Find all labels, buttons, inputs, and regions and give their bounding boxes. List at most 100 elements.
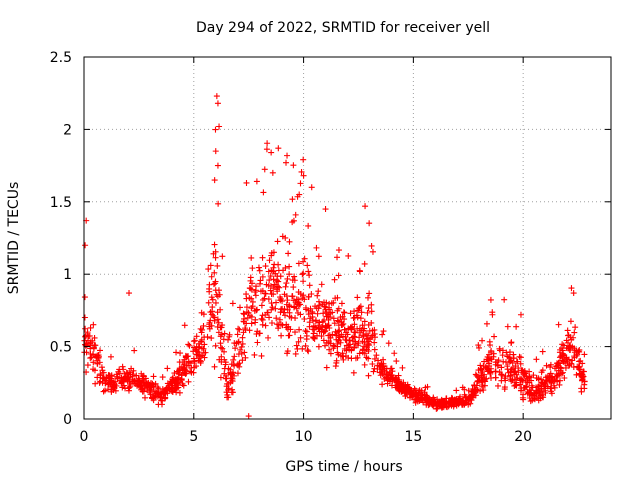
data-point	[221, 370, 228, 377]
data-point	[270, 249, 277, 256]
data-point	[406, 389, 413, 396]
data-point	[94, 374, 101, 381]
data-point	[556, 381, 563, 388]
data-point	[345, 342, 352, 349]
data-point	[241, 349, 248, 356]
data-point	[264, 309, 271, 316]
data-point	[119, 384, 126, 391]
data-point	[459, 384, 466, 391]
data-point	[289, 196, 296, 203]
data-point	[272, 305, 279, 312]
data-point	[214, 316, 221, 323]
data-point	[514, 358, 521, 365]
data-point	[494, 382, 501, 389]
data-point	[335, 328, 342, 335]
data-point	[365, 305, 372, 312]
data-point	[223, 389, 230, 396]
data-point	[216, 123, 223, 130]
data-point	[499, 352, 506, 359]
data-point	[284, 152, 291, 159]
data-point	[268, 290, 275, 297]
data-point	[230, 372, 237, 379]
data-point	[190, 369, 197, 376]
data-point	[361, 260, 368, 267]
data-point	[375, 357, 382, 364]
data-point	[575, 364, 582, 371]
data-point	[164, 380, 171, 387]
data-point	[395, 387, 402, 394]
data-point	[349, 323, 356, 330]
data-point	[214, 309, 221, 316]
data-point	[269, 304, 276, 311]
data-point	[265, 334, 272, 341]
data-point	[306, 272, 313, 279]
data-point	[125, 374, 132, 381]
data-point	[273, 286, 280, 293]
data-point	[206, 281, 213, 288]
data-point	[248, 320, 255, 327]
data-point	[275, 145, 282, 152]
data-point	[334, 340, 341, 347]
data-point	[331, 343, 338, 350]
data-point	[201, 341, 208, 348]
data-point	[108, 383, 115, 390]
data-point	[355, 340, 362, 347]
data-point	[137, 384, 144, 391]
data-point	[358, 309, 365, 316]
data-point	[388, 365, 395, 372]
data-point	[314, 310, 321, 317]
data-point	[580, 373, 587, 380]
data-point	[335, 318, 342, 325]
data-point	[496, 345, 503, 352]
x-tick-label: 5	[189, 429, 198, 445]
data-point	[227, 366, 234, 373]
data-point	[157, 394, 164, 401]
data-point	[297, 334, 304, 341]
data-point	[327, 340, 334, 347]
data-point	[316, 319, 323, 326]
data-point	[570, 364, 577, 371]
data-point	[97, 372, 104, 379]
data-point	[208, 273, 215, 280]
data-point	[318, 333, 325, 340]
data-point	[301, 255, 308, 262]
data-point	[306, 282, 313, 289]
data-point	[492, 368, 499, 375]
data-point	[483, 320, 490, 327]
data-point	[555, 321, 562, 328]
data-point	[181, 322, 188, 329]
data-point	[162, 386, 169, 393]
data-point	[380, 328, 387, 335]
data-point	[105, 386, 112, 393]
data-point	[298, 168, 305, 175]
data-point	[257, 277, 264, 284]
data-point	[116, 370, 123, 377]
data-point	[565, 339, 572, 346]
data-point	[283, 324, 290, 331]
data-point	[234, 362, 241, 369]
data-point	[233, 340, 240, 347]
data-point	[291, 304, 298, 311]
data-point	[327, 314, 334, 321]
data-point	[379, 381, 386, 388]
data-point	[242, 325, 249, 332]
data-point	[145, 379, 152, 386]
data-point	[193, 347, 200, 354]
data-point	[208, 311, 215, 318]
data-point	[268, 320, 275, 327]
data-point	[283, 280, 290, 287]
data-point	[201, 354, 208, 361]
data-point	[114, 373, 121, 380]
data-point	[265, 268, 272, 275]
data-point	[472, 371, 479, 378]
data-point	[270, 276, 277, 283]
data-point	[126, 384, 133, 391]
data-point	[239, 340, 246, 347]
data-point	[106, 372, 113, 379]
data-point	[275, 261, 282, 268]
data-point	[212, 287, 219, 294]
data-point	[359, 338, 366, 345]
data-point	[364, 346, 371, 353]
data-point	[200, 322, 207, 329]
data-point	[90, 359, 97, 366]
